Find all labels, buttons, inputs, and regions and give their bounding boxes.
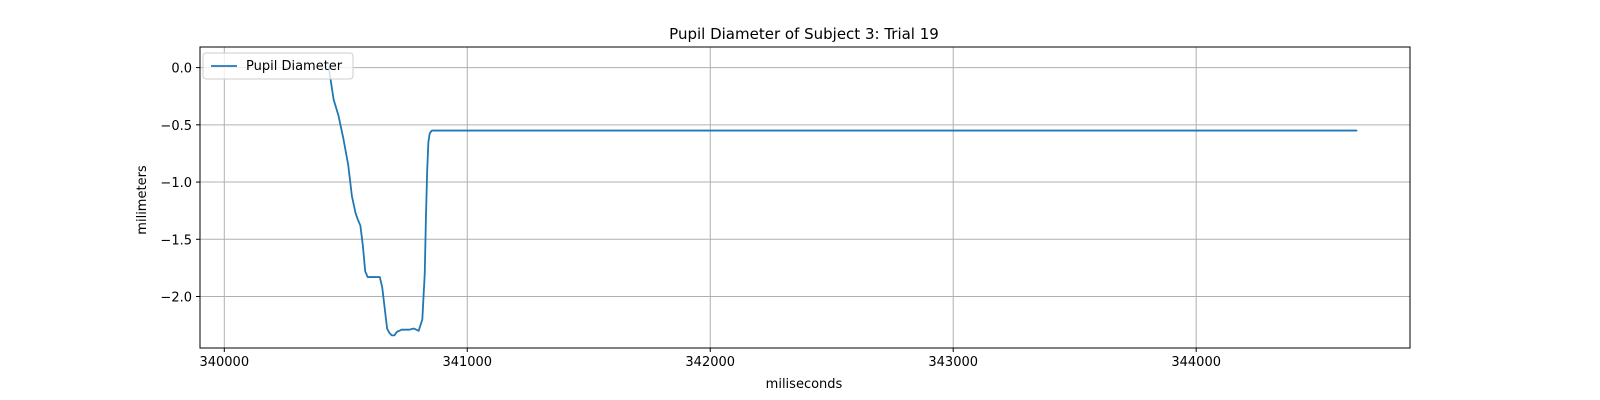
series-layer [327, 66, 1358, 337]
x-tick-label: 342000 [685, 355, 735, 370]
plot-frame [199, 46, 1411, 349]
x-axis-ticks: 340000 341000 342000 343000 344000 [199, 348, 1221, 370]
legend-box [202, 52, 354, 80]
series-line-pupil-diameter [327, 66, 1358, 337]
x-tick-label: 340000 [199, 355, 249, 370]
legend-entry-pupil-diameter: Pupil Diameter [246, 59, 343, 74]
y-axis-ticks: 0.0 −0.5 −1.0 −1.5 −2.0 [160, 62, 200, 305]
chart-title: Pupil Diameter of Subject 3: Trial 19 [669, 25, 939, 43]
y-tick-label: 0.0 [171, 62, 192, 77]
y-tick-label: −0.5 [160, 119, 192, 134]
x-axis-label: miliseconds [766, 377, 843, 392]
legend: Pupil Diameter [202, 52, 354, 80]
x-tick-label: 341000 [442, 355, 492, 370]
y-axis-label: milimeters [135, 165, 150, 235]
y-tick-label: −1.0 [160, 176, 192, 191]
grid [200, 47, 1410, 348]
x-tick-label: 343000 [928, 355, 978, 370]
y-tick-label: −1.5 [160, 233, 192, 248]
y-tick-label: −2.0 [160, 290, 192, 305]
x-tick-label: 344000 [1171, 355, 1221, 370]
